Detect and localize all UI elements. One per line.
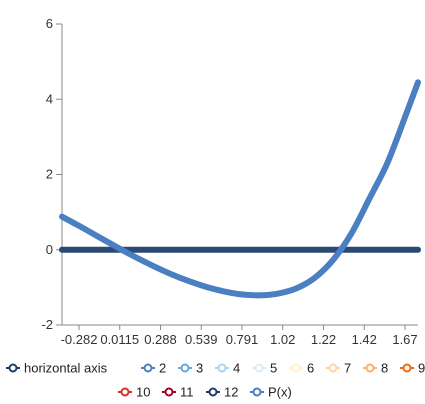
legend-swatch-marker [365,363,375,373]
legend-item: 4 [215,361,240,376]
legend-swatch-marker [402,363,412,373]
x-tick-label: 1.02 [270,332,295,347]
legend-swatch-marker [143,363,153,373]
legend-item: 12 [206,385,238,400]
x-tick-label: -0.282 [61,332,98,347]
x-tick-label: 0.0115 [100,332,139,347]
legend-item: 5 [252,361,277,376]
x-tick-label: 0.539 [185,332,218,347]
legend-swatch-marker [180,363,190,373]
legend-swatch-marker [164,387,174,397]
legend-label: horizontal axis [24,361,108,376]
y-tick-label: 6 [46,16,53,31]
legend: horizontal axis 2 3 4 5 6 7 8 9 10 11 12 P(x) [6,361,425,400]
legend-swatch-marker [120,387,130,397]
legend-item: horizontal axis [6,361,108,376]
series-line-p-x [59,79,421,299]
legend-item: 8 [363,361,388,376]
legend-label: 5 [270,361,277,376]
x-tick-label: 0.288 [144,332,177,347]
legend-label: 4 [233,361,240,376]
x-tick-label: 1.42 [352,332,377,347]
legend-label: 10 [136,385,150,400]
legend-item: 6 [289,361,314,376]
legend-swatch-marker [217,363,227,373]
axes: -2 0 2 4 6 -0.282 0.0115 0.288 0.539 0.791 1.02 1.2… [41,16,418,347]
legend-label: 12 [224,385,238,400]
legend-label: 8 [381,361,388,376]
legend-label: 2 [159,361,166,376]
legend-item: P(x) [250,385,292,400]
legend-label: 7 [344,361,351,376]
legend-label: 6 [307,361,314,376]
legend-label: P(x) [268,385,292,400]
x-tick-label: 1.67 [392,332,417,347]
legend-item: 11 [162,385,194,400]
legend-swatch-marker [208,387,218,397]
legend-label: 11 [180,385,194,400]
x-tick-label: 0.791 [226,332,259,347]
y-tick-label: -2 [41,317,53,332]
legend-item: 3 [178,361,203,376]
legend-swatch-marker [291,363,301,373]
legend-swatch-marker [328,363,338,373]
y-tick-label: 2 [46,167,53,182]
series-layer [59,79,421,299]
y-tick-label: 4 [46,91,53,106]
legend-item: 2 [141,361,166,376]
legend-swatch-marker [8,363,18,373]
legend-label: 3 [196,361,203,376]
legend-item: 7 [326,361,351,376]
x-tick-label: 1.22 [311,332,336,347]
legend-label: 9 [418,361,425,376]
legend-item: 9 [400,361,425,376]
y-tick-label: 0 [46,242,53,257]
legend-item: 10 [118,385,150,400]
legend-swatch-marker [252,387,262,397]
legend-swatch-marker [254,363,264,373]
